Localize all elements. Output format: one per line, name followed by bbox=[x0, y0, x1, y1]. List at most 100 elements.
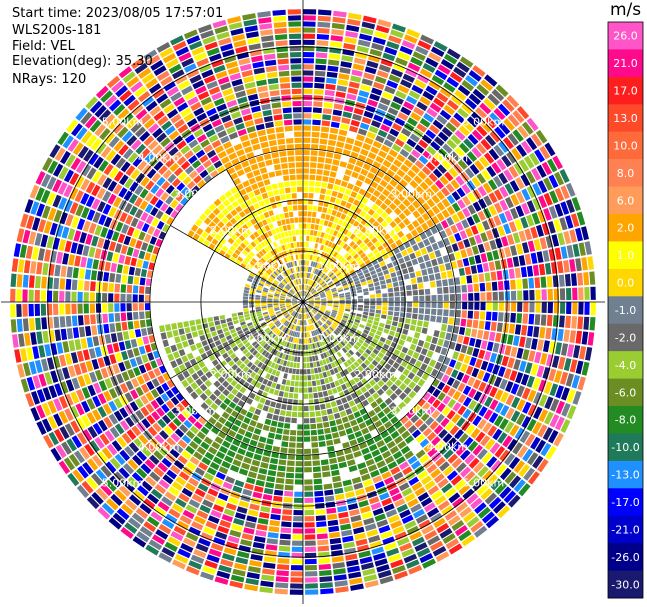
radar-gate bbox=[331, 287, 337, 291]
radar-gate bbox=[339, 307, 345, 311]
radar-gate bbox=[563, 231, 572, 244]
radar-gate bbox=[502, 435, 513, 448]
radar-gate bbox=[481, 169, 492, 181]
radar-gate bbox=[314, 187, 321, 193]
radar-gate bbox=[491, 88, 505, 102]
radar-gate bbox=[319, 272, 324, 278]
radar-gate bbox=[371, 449, 381, 458]
radar-gate bbox=[353, 57, 366, 65]
radar-gate bbox=[287, 460, 295, 466]
radar-gate bbox=[416, 196, 426, 205]
radar-gate bbox=[573, 345, 581, 359]
radar-gate bbox=[372, 140, 382, 149]
radar-gate bbox=[332, 292, 338, 296]
radar-gate bbox=[455, 175, 465, 186]
radar-gate bbox=[569, 359, 578, 373]
radar-gate bbox=[484, 351, 492, 361]
radar-gate bbox=[303, 64, 314, 70]
radar-gate bbox=[367, 464, 378, 472]
radar-gate bbox=[419, 438, 430, 448]
radar-gate bbox=[537, 339, 544, 351]
radar-gate bbox=[570, 213, 580, 228]
radar-gate bbox=[337, 325, 344, 330]
radar-gate bbox=[324, 427, 331, 434]
radar-gate bbox=[431, 336, 438, 345]
radar-gate bbox=[471, 147, 482, 159]
radar-gate bbox=[388, 302, 394, 307]
radar-gate bbox=[376, 460, 386, 469]
radar-gate bbox=[374, 356, 382, 363]
radar-gate bbox=[455, 310, 461, 318]
radar-gate bbox=[578, 287, 584, 300]
radar-gate bbox=[446, 194, 456, 205]
radar-gate bbox=[480, 79, 494, 92]
radar-gate bbox=[510, 312, 516, 323]
radar-gate bbox=[467, 133, 479, 145]
radar-gate bbox=[108, 303, 114, 313]
radar-gate bbox=[334, 147, 343, 154]
radar-gate bbox=[310, 288, 315, 293]
radar-gate bbox=[399, 542, 413, 552]
radar-gate bbox=[319, 360, 324, 366]
radar-gate bbox=[500, 404, 510, 417]
radar-gate bbox=[412, 290, 419, 296]
radar-gate bbox=[437, 294, 443, 301]
radar-gate bbox=[415, 449, 426, 459]
radar-gate bbox=[281, 515, 292, 522]
radar-gate bbox=[370, 294, 376, 298]
radar-gate bbox=[339, 297, 345, 300]
radar-gate bbox=[402, 328, 409, 335]
radar-gate bbox=[392, 337, 400, 344]
radar-gate bbox=[377, 340, 384, 347]
radar-gate bbox=[394, 302, 400, 307]
radar-gate bbox=[277, 422, 284, 428]
radar-gate bbox=[516, 347, 524, 359]
radar-gate bbox=[304, 461, 312, 467]
radar-gate bbox=[289, 589, 303, 595]
radar-gate bbox=[343, 287, 350, 291]
radar-gate bbox=[325, 433, 333, 440]
radar-gate bbox=[447, 398, 457, 409]
radar-gate bbox=[277, 465, 286, 472]
radar-gate bbox=[487, 425, 498, 437]
radar-gate bbox=[386, 262, 394, 269]
radar-gate bbox=[333, 346, 339, 353]
radar-gate bbox=[309, 302, 315, 304]
radar-gate bbox=[533, 326, 540, 338]
radar-gate bbox=[327, 445, 335, 452]
radar-gate bbox=[347, 266, 354, 272]
radar-gate bbox=[404, 520, 417, 530]
radar-gate bbox=[361, 317, 367, 322]
radar-gate bbox=[557, 261, 564, 274]
radar-gate bbox=[427, 535, 441, 546]
radar-gate bbox=[393, 198, 402, 206]
radar-gate bbox=[381, 384, 389, 392]
radar-gate bbox=[403, 208, 411, 217]
radar-gate bbox=[358, 550, 371, 559]
radar-gate bbox=[327, 234, 332, 241]
radar-gate bbox=[442, 279, 448, 287]
radar-gate bbox=[418, 519, 432, 530]
radar-gate bbox=[347, 503, 359, 511]
radar-gate bbox=[463, 138, 474, 150]
radar-gate bbox=[132, 294, 138, 302]
radar-gate bbox=[360, 218, 368, 226]
radar-gate bbox=[415, 514, 428, 524]
radar-gate bbox=[312, 336, 316, 343]
radar-gate bbox=[422, 90, 435, 101]
radar-gate bbox=[575, 330, 583, 344]
radar-gate bbox=[312, 205, 318, 212]
radar-gate bbox=[464, 98, 477, 110]
radar-gate bbox=[318, 391, 324, 398]
radar-gate bbox=[527, 325, 534, 337]
radar-gate bbox=[353, 199, 360, 207]
radar-gate bbox=[472, 479, 485, 492]
radar-gate bbox=[516, 413, 526, 426]
radar-gate bbox=[329, 326, 334, 332]
radar-gate bbox=[311, 289, 316, 294]
radar-gate bbox=[557, 328, 564, 342]
radar-gate bbox=[315, 249, 320, 256]
radar-gate bbox=[425, 335, 433, 343]
radar-gate bbox=[304, 509, 315, 516]
radar-gate bbox=[367, 424, 376, 432]
